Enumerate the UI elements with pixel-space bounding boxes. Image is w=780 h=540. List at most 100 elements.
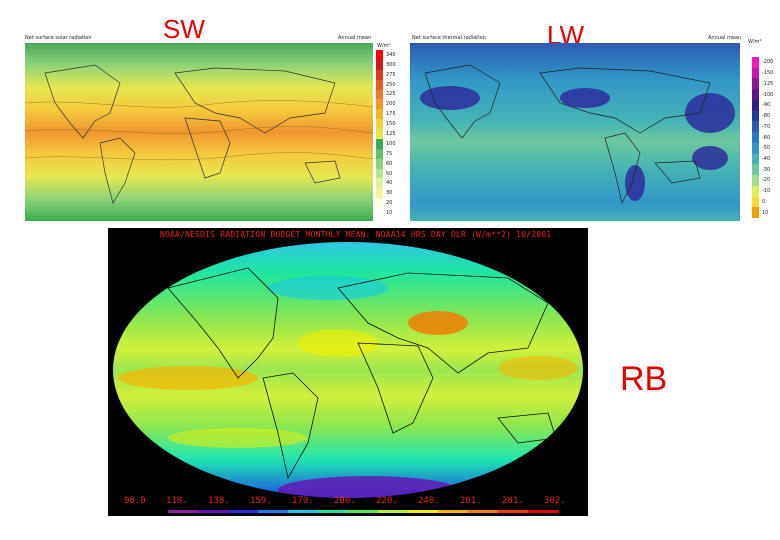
rb-map: NOAA/NESDIS RADIATION BUDGET MONTHLY MEA… [108, 228, 588, 516]
lw_map-colorbar-swatch [752, 142, 759, 155]
sw_map-colorbar-label: 30 [386, 190, 393, 197]
lw-map-graphic [410, 43, 740, 221]
rb-colorbar-label: 220. [376, 496, 398, 506]
sw-map [25, 43, 373, 221]
sw_map-colorbar-swatch [376, 59, 383, 71]
sw_map-colorbar-label: 200 [386, 101, 396, 108]
sw-map-period: Annual mean [338, 35, 372, 41]
lw-deep-regions [420, 86, 735, 201]
rb-colorbar-swatch [378, 510, 409, 513]
lw-land-outlines [424, 64, 711, 205]
sw-map-title: Net surface solar radiation [25, 35, 92, 41]
sw_map-colorbar-swatch [376, 138, 383, 150]
sw_map-colorbar-label: 20 [386, 200, 393, 207]
lw-map-unit: W/m² [748, 39, 762, 45]
sw_map-colorbar-label: 40 [386, 180, 393, 187]
lw_map-colorbar-label: -20 [762, 177, 771, 184]
rb-colorbar-label: 118. [166, 496, 188, 506]
sw_map-colorbar-label: 125 [386, 131, 396, 137]
sw_map-colorbar-label: 75 [386, 150, 393, 157]
sw_map-colorbar-label: 250 [386, 81, 396, 88]
lw_map-colorbar-label: -90 [762, 102, 771, 109]
lw_map-colorbar-label: 0 [762, 198, 766, 205]
lw_map-colorbar-swatch [752, 99, 759, 112]
sw_map-colorbar-swatch [376, 188, 383, 199]
sw-map-unit: W/m² [377, 43, 391, 49]
sw_map-colorbar-swatch [376, 129, 383, 140]
sw_map-colorbar-label: 60 [386, 160, 393, 167]
sw_map-colorbar-label: 100 [386, 140, 396, 147]
lw-map [410, 43, 740, 221]
rb-colorbar-swatch [468, 510, 499, 513]
sw_map-colorbar-swatch [376, 99, 383, 110]
lw_map-colorbar-swatch [752, 110, 759, 122]
lw_map-colorbar-swatch [752, 67, 759, 79]
sw_map-colorbar-label: 225 [386, 91, 396, 98]
rb-colorbar-swatch [498, 510, 529, 513]
rb-colorbar-label: 138. [208, 496, 230, 506]
sw_map-colorbar-swatch [376, 198, 383, 209]
rb-colorbar-label: 281. [502, 496, 524, 506]
rb-colorbar-label: 261. [460, 496, 482, 506]
lw-map-title: Net surface thermal radiation [412, 35, 486, 41]
label-sw: SW [163, 14, 205, 44]
rb-colorbar-label: 159. [250, 496, 272, 506]
rb-colorbar-swatch [348, 510, 379, 513]
rb-colorbar-swatch [198, 510, 229, 513]
lw_map-colorbar-swatch [752, 132, 759, 144]
lw_map-colorbar-label: -100 [762, 91, 774, 98]
label-rb: RB [620, 360, 668, 398]
lw_map-colorbar-label: -60 [762, 134, 771, 141]
sw_map-colorbar-swatch [376, 119, 383, 130]
lw_map-colorbar-swatch [752, 207, 759, 219]
sw_map-colorbar-label: 10 [386, 210, 393, 217]
lw_map-colorbar-label: 10 [762, 209, 769, 216]
lw_map-colorbar-swatch [752, 164, 759, 176]
lw_map-colorbar-swatch [752, 175, 759, 187]
sw_map-colorbar-swatch [376, 109, 383, 120]
sw_map-colorbar-label: 275 [386, 71, 396, 78]
sw_map-colorbar-swatch [376, 208, 383, 219]
sw_map-colorbar-label: 150 [386, 121, 396, 128]
sw-map-graphic [25, 43, 373, 221]
lw_map-colorbar-swatch [752, 78, 759, 90]
sw-contours [25, 100, 373, 161]
lw_map-colorbar-label: -10 [762, 188, 771, 195]
rb-colorbar-label: 98.0 [124, 496, 146, 506]
rb-colorbar-label: 179. [292, 496, 314, 506]
sw_map-colorbar-swatch [376, 178, 383, 189]
rb-colorbar-swatch [408, 510, 439, 513]
lw_map-colorbar-swatch [752, 185, 759, 198]
rb-colorbar-swatch [288, 510, 319, 513]
rb-map-graphic [113, 242, 583, 498]
sw_map-colorbar-swatch [376, 79, 383, 91]
lw_map-colorbar-label: -70 [762, 123, 771, 130]
lw_map-colorbar-label: -80 [762, 113, 771, 120]
sw_map-colorbar-label: 340 [386, 51, 396, 58]
lw_map-colorbar-swatch [752, 57, 759, 69]
rb-colorbar-label: 240. [418, 496, 440, 506]
lw_map-colorbar-swatch [752, 153, 759, 165]
lw_map-colorbar-label: -200 [762, 59, 774, 66]
rb-colorbar-label: 200. [334, 496, 356, 506]
sw_map-colorbar-label: 50 [386, 170, 393, 177]
rb-colorbar-swatch [258, 510, 289, 513]
rb-colorbar-swatch [138, 510, 169, 513]
sw_map-colorbar-swatch [376, 50, 383, 61]
sw_map-colorbar-swatch [376, 69, 383, 81]
sw_map-colorbar-swatch [376, 158, 383, 170]
sw_map-colorbar-swatch [376, 168, 383, 179]
lw_map-colorbar-label: -150 [762, 70, 774, 77]
lw_map-colorbar-swatch [752, 89, 759, 101]
rb-colorbar-swatch [168, 510, 199, 513]
rb-colorbar-label: 302. [544, 496, 566, 506]
lw-map-period: Annual mean [708, 35, 742, 41]
rb-colorbar-swatch [228, 510, 259, 513]
sw_map-colorbar-label: 175 [386, 111, 396, 118]
lw_map-colorbar-label: -30 [762, 166, 771, 173]
lw_map-colorbar-label: -50 [762, 145, 771, 152]
sw_map-colorbar-swatch [376, 148, 383, 160]
rb-colorbar-swatch [528, 510, 559, 513]
rb-warm-patches [118, 276, 578, 498]
lw_map-colorbar-label: -125 [762, 80, 774, 87]
